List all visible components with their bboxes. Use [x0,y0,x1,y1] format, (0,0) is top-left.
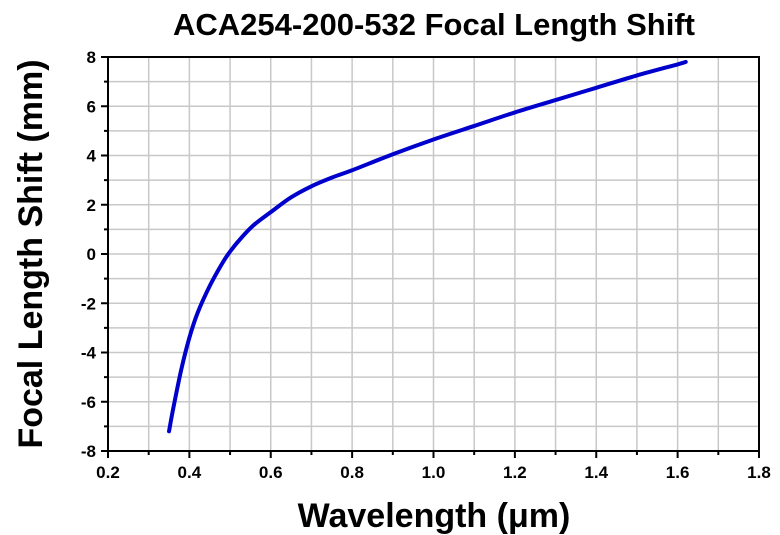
y-tick-label: -8 [81,442,96,461]
x-tick-label: 1.6 [666,463,690,482]
x-tick-label: 1.2 [503,463,527,482]
x-tick-label: 1.8 [747,463,771,482]
y-tick-label: -4 [81,344,97,363]
x-tick-label: 1.0 [422,463,446,482]
y-tick-label: 0 [87,245,96,264]
y-axis-label: Focal Length Shift (mm) [12,59,50,448]
axis-ticks [101,56,760,458]
x-tick-label: 0.8 [340,463,364,482]
series-line [167,59,688,434]
series-layer [167,59,688,434]
y-tick-label: 4 [87,147,97,166]
chart-title: ACA254-200-532 Focal Length Shift [173,7,695,42]
y-tick-label: 2 [87,196,96,215]
y-tick-label: 8 [87,48,96,67]
y-tick-label: 6 [87,97,96,116]
x-tick-label: 0.4 [178,463,202,482]
x-tick-labels: 0.2 0.4 0.6 0.8 1.0 1.2 1.4 1.6 1.8 [96,463,771,482]
y-tick-labels: -8 -6 -4 -2 0 2 4 6 8 [81,48,97,461]
x-tick-label: 0.6 [259,463,283,482]
y-tick-label: -2 [81,294,96,313]
x-axis-label: Wavelength (μm) [298,497,571,535]
y-tick-label: -6 [81,393,96,412]
x-tick-label: 1.4 [584,463,608,482]
plot-frame [107,56,760,452]
grid [108,57,759,451]
x-tick-label: 0.2 [96,463,120,482]
